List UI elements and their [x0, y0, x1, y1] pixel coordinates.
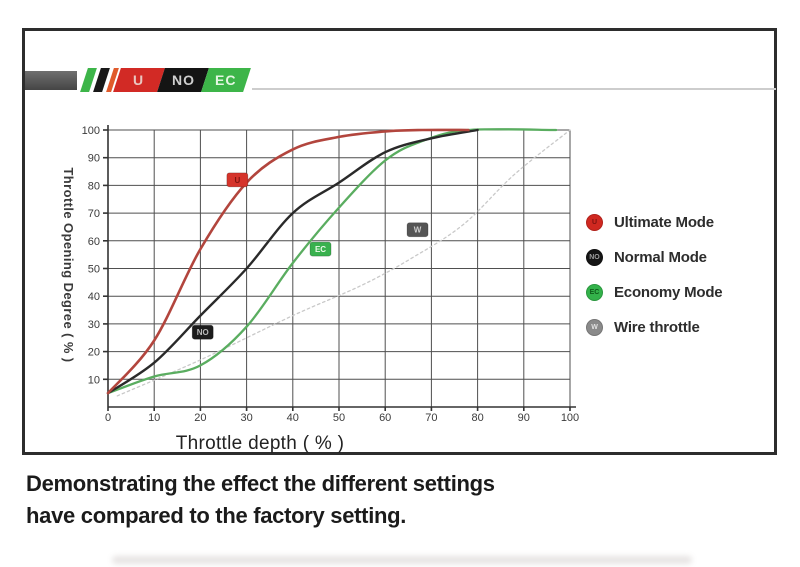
x-tick-label: 60	[379, 412, 391, 424]
y-tick-label: 50	[88, 264, 100, 276]
curve-wire-throttle	[116, 129, 571, 397]
y-tick-label: 100	[82, 125, 100, 137]
y-axis-label: Throttle Opening Degree ( % )	[61, 167, 76, 363]
x-tick-label: 80	[471, 412, 483, 424]
legend-label: Wire throttle	[614, 318, 700, 336]
wire-throttle-icon: W	[586, 318, 603, 336]
legend-label: Economy Mode	[614, 283, 723, 301]
marker-no: NO	[191, 324, 214, 340]
legend-dot-letter: U	[591, 218, 598, 226]
caption-line-1: Demonstrating the effect the different s…	[26, 471, 495, 496]
marker-letter: NO	[197, 328, 209, 337]
x-tick-label: 50	[333, 412, 345, 424]
legend-label: Normal Mode	[614, 248, 707, 266]
chart-frame	[22, 28, 777, 455]
legend-item-ultimate: U Ultimate Mode	[586, 213, 722, 231]
legend-label: Ultimate Mode	[614, 213, 714, 231]
legend-item-wire: W Wire throttle	[586, 318, 722, 336]
marker-letter: U	[234, 176, 240, 185]
marker-letter: W	[414, 226, 422, 235]
economy-mode-icon: EC	[586, 283, 603, 301]
caption-line-2: have compared to the factory setting.	[26, 503, 407, 528]
curve-ultimate-mode	[106, 128, 470, 395]
marker-u: U	[226, 172, 249, 188]
x-tick-label: 100	[561, 412, 579, 424]
y-tick-label: 30	[88, 319, 100, 331]
legend-dot-letter: NO	[589, 253, 600, 261]
x-tick-label: 70	[425, 412, 437, 424]
y-tick-label: 70	[88, 208, 100, 220]
ultimate-mode-icon: U	[586, 213, 603, 231]
marker-ec: EC	[309, 241, 332, 257]
y-tick-label: 40	[88, 291, 100, 303]
scan-blur-artifact	[112, 556, 692, 564]
y-tick-label: 90	[88, 153, 100, 165]
legend-dot-letter: W	[591, 323, 598, 331]
curve-economy-mode	[106, 128, 558, 395]
y-tick-label: 20	[88, 347, 100, 359]
x-tick-label: 20	[194, 412, 206, 424]
normal-mode-icon: NO	[586, 248, 603, 266]
y-tick-label: 60	[88, 236, 100, 248]
x-tick-label: 40	[287, 412, 299, 424]
axes	[103, 125, 576, 411]
x-axis-label: Throttle depth ( % )	[175, 433, 345, 454]
caption: Demonstrating the effect the different s…	[26, 468, 495, 532]
x-tick-label: 90	[518, 412, 530, 424]
curve-normal-mode	[106, 128, 479, 395]
y-tick-label: 10	[88, 374, 100, 386]
legend-item-economy: EC Economy Mode	[586, 283, 723, 301]
grid-lines	[107, 129, 571, 407]
marker-letter: EC	[315, 245, 326, 254]
tick-labels: 0 10 20 30 40 50 60 70 80 90 100 10 20 30 40 50 60 70 80 90…	[82, 125, 580, 424]
y-tick-label: 80	[88, 180, 100, 192]
marker-w: W	[406, 222, 429, 238]
x-tick-label: 10	[148, 412, 160, 424]
badge-divider-line	[252, 88, 776, 90]
legend-item-normal: NO Normal Mode	[586, 248, 722, 266]
badge-gray-bar	[25, 71, 77, 90]
legend: U Ultimate Mode NO Normal Mode EC Econom…	[586, 213, 723, 353]
legend-dot-letter: EC	[589, 288, 600, 296]
x-tick-label: 30	[240, 412, 252, 424]
x-tick-label: 0	[105, 412, 111, 424]
